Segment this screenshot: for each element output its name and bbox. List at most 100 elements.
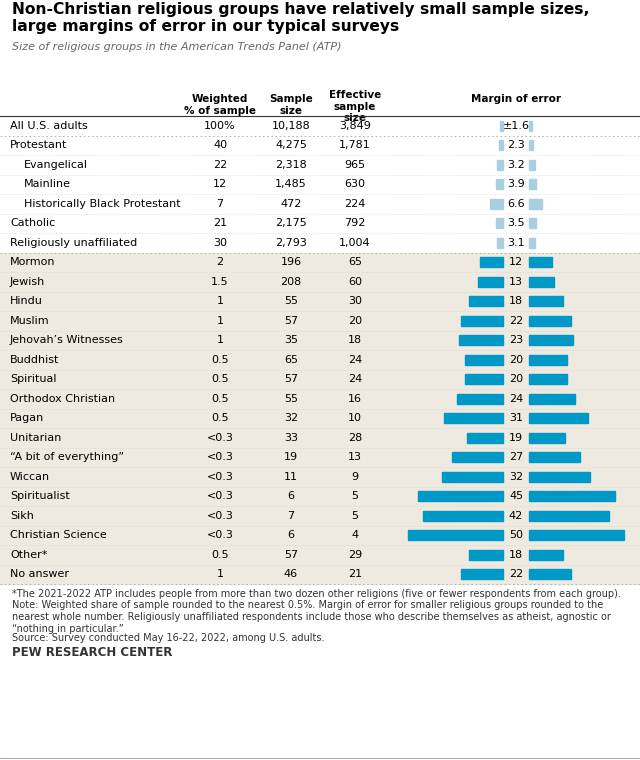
Text: 1.5: 1.5 — [211, 277, 229, 287]
Text: Spiritualist: Spiritualist — [10, 491, 70, 502]
Text: 24: 24 — [509, 394, 523, 404]
Text: 2,175: 2,175 — [275, 218, 307, 228]
Text: 57: 57 — [284, 315, 298, 326]
Text: 32: 32 — [509, 472, 523, 482]
Text: 7: 7 — [287, 511, 294, 521]
Text: 24: 24 — [348, 374, 362, 385]
Text: 11: 11 — [284, 472, 298, 482]
Bar — [529, 198, 541, 209]
Bar — [461, 315, 503, 326]
Bar — [529, 511, 609, 521]
Text: 32: 32 — [284, 413, 298, 423]
Text: 1: 1 — [216, 296, 223, 306]
Text: 1,781: 1,781 — [339, 141, 371, 150]
Text: 100%: 100% — [204, 121, 236, 131]
Text: 224: 224 — [344, 199, 365, 209]
Text: 2: 2 — [216, 257, 223, 268]
Bar — [529, 355, 567, 365]
Bar — [495, 179, 503, 189]
Text: 23: 23 — [509, 335, 523, 345]
Text: Catholic: Catholic — [10, 218, 55, 228]
Text: 208: 208 — [280, 277, 301, 287]
Text: 40: 40 — [213, 141, 227, 150]
Bar — [408, 530, 503, 540]
Text: Protestant: Protestant — [10, 141, 67, 150]
Text: 18: 18 — [348, 335, 362, 345]
Bar — [460, 335, 503, 345]
Text: Source: Survey conducted May 16-22, 2022, among U.S. adults.: Source: Survey conducted May 16-22, 2022… — [12, 633, 324, 643]
Text: 3.5: 3.5 — [507, 218, 525, 228]
Text: Jehovah’s Witnesses: Jehovah’s Witnesses — [10, 335, 124, 345]
Text: 7: 7 — [216, 199, 223, 209]
Text: 28: 28 — [348, 432, 362, 443]
Text: 6.6: 6.6 — [507, 199, 525, 209]
Bar — [500, 121, 503, 131]
Text: Historically Black Protestant: Historically Black Protestant — [24, 199, 180, 209]
Bar — [461, 569, 503, 579]
Bar — [417, 491, 503, 502]
Text: Mormon: Mormon — [10, 257, 56, 268]
Text: 2,318: 2,318 — [275, 160, 307, 169]
Text: Wiccan: Wiccan — [10, 472, 50, 482]
Bar — [480, 257, 503, 268]
Bar — [490, 198, 503, 209]
Text: 22: 22 — [509, 315, 523, 326]
Text: 2.3: 2.3 — [507, 141, 525, 150]
Text: 792: 792 — [344, 218, 365, 228]
Text: 0.5: 0.5 — [211, 394, 229, 404]
Text: Evangelical: Evangelical — [24, 160, 88, 169]
Text: <0.3: <0.3 — [207, 452, 234, 462]
Text: 3,849: 3,849 — [339, 121, 371, 131]
Bar — [467, 432, 503, 443]
Bar — [529, 179, 536, 189]
Text: <0.3: <0.3 — [207, 530, 234, 540]
Text: 21: 21 — [213, 218, 227, 228]
Bar — [529, 238, 535, 248]
Text: 4,275: 4,275 — [275, 141, 307, 150]
Text: 2,793: 2,793 — [275, 238, 307, 248]
Text: 31: 31 — [509, 413, 523, 423]
Text: No answer: No answer — [10, 569, 69, 579]
Text: 57: 57 — [284, 374, 298, 385]
Text: 65: 65 — [348, 257, 362, 268]
Text: 42: 42 — [509, 511, 523, 521]
Text: 18: 18 — [509, 549, 523, 560]
Bar — [497, 160, 503, 169]
Text: 33: 33 — [284, 432, 298, 443]
Text: 1,485: 1,485 — [275, 179, 307, 189]
Bar — [529, 335, 573, 345]
Bar — [529, 432, 565, 443]
Text: 18: 18 — [509, 296, 523, 306]
Text: 0.5: 0.5 — [211, 549, 229, 560]
Text: 6: 6 — [287, 530, 294, 540]
Text: Christian Science: Christian Science — [10, 530, 107, 540]
Bar — [497, 218, 503, 228]
Text: 6: 6 — [287, 491, 294, 502]
Text: 21: 21 — [348, 569, 362, 579]
Text: 3.2: 3.2 — [507, 160, 525, 169]
Text: All U.S. adults: All U.S. adults — [10, 121, 88, 131]
Text: 5: 5 — [351, 511, 358, 521]
Text: 20: 20 — [509, 374, 523, 385]
Bar — [423, 511, 503, 521]
Text: 50: 50 — [509, 530, 523, 540]
Text: Mainline: Mainline — [24, 179, 71, 189]
Text: Non-Christian religious groups have relatively small sample sizes,
large margins: Non-Christian religious groups have rela… — [12, 2, 589, 34]
Text: 29: 29 — [348, 549, 362, 560]
Bar — [529, 491, 614, 502]
Text: 630: 630 — [344, 179, 365, 189]
Bar — [468, 549, 503, 560]
Text: 16: 16 — [348, 394, 362, 404]
Bar — [529, 530, 624, 540]
Text: 0.5: 0.5 — [211, 355, 229, 365]
Text: 3.1: 3.1 — [507, 238, 525, 248]
Bar — [478, 277, 503, 287]
Text: Effective
sample
size: Effective sample size — [329, 90, 381, 123]
Bar — [529, 549, 563, 560]
Text: 46: 46 — [284, 569, 298, 579]
Text: 22: 22 — [509, 569, 523, 579]
Text: Margin of error: Margin of error — [471, 94, 561, 104]
Text: 22: 22 — [213, 160, 227, 169]
Text: 20: 20 — [348, 315, 362, 326]
Bar — [452, 452, 503, 462]
